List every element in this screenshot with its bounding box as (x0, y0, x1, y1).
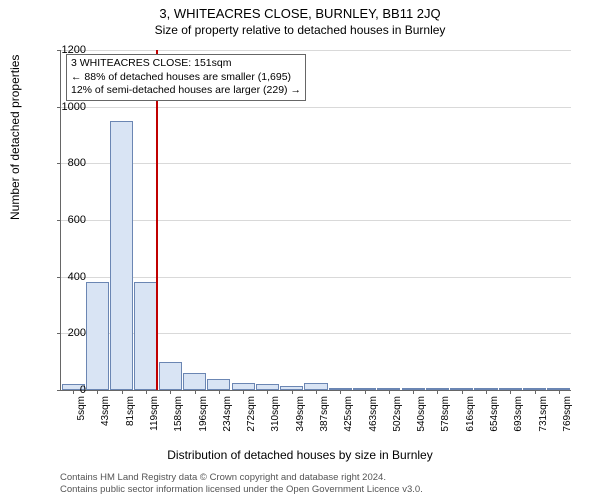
xtick-label: 387sqm (319, 396, 330, 432)
ytick-label: 1200 (46, 44, 86, 56)
annotation-line-1: 3 WHITEACRES CLOSE: 151sqm (71, 57, 301, 71)
chart-container: 3, WHITEACRES CLOSE, BURNLEY, BB11 2JQ S… (0, 0, 600, 500)
bar (134, 282, 157, 390)
annotation-box: 3 WHITEACRES CLOSE: 151sqm ← 88% of deta… (66, 54, 306, 101)
xtick-mark (243, 390, 244, 394)
ytick-label: 200 (46, 327, 86, 339)
xtick-label: 616sqm (465, 396, 476, 432)
gridline (61, 107, 571, 108)
xtick-label: 540sqm (416, 396, 427, 432)
xtick-mark (146, 390, 147, 394)
xtick-mark (559, 390, 560, 394)
xtick-label: 425sqm (343, 396, 354, 432)
xtick-mark (437, 390, 438, 394)
chart-subtitle: Size of property relative to detached ho… (0, 21, 600, 37)
xtick-label: 578sqm (440, 396, 451, 432)
footer: Contains HM Land Registry data © Crown c… (60, 472, 423, 496)
xtick-mark (365, 390, 366, 394)
footer-line-1: Contains HM Land Registry data © Crown c… (60, 472, 423, 484)
xtick-label: 234sqm (222, 396, 233, 432)
reference-line (156, 50, 158, 390)
gridline (61, 220, 571, 221)
bar (86, 282, 109, 390)
xtick-mark (462, 390, 463, 394)
xtick-mark (97, 390, 98, 394)
xtick-mark (267, 390, 268, 394)
ytick-label: 1000 (46, 101, 86, 113)
xtick-label: 731sqm (538, 396, 549, 432)
xtick-label: 310sqm (270, 396, 281, 432)
xtick-mark (122, 390, 123, 394)
xtick-mark (195, 390, 196, 394)
xtick-mark (510, 390, 511, 394)
ytick-label: 400 (46, 271, 86, 283)
bar (232, 383, 255, 390)
xtick-label: 654sqm (489, 396, 500, 432)
xtick-mark (219, 390, 220, 394)
xtick-label: 5sqm (76, 396, 87, 420)
xtick-mark (535, 390, 536, 394)
y-axis-label: Number of detached properties (8, 55, 22, 220)
xtick-mark (316, 390, 317, 394)
footer-line-2: Contains public sector information licen… (60, 484, 423, 496)
xtick-mark (413, 390, 414, 394)
chart-area: 5sqm43sqm81sqm119sqm158sqm196sqm234sqm27… (60, 50, 570, 390)
xtick-mark (292, 390, 293, 394)
xtick-label: 502sqm (392, 396, 403, 432)
xtick-label: 349sqm (295, 396, 306, 432)
xtick-label: 769sqm (562, 396, 573, 432)
bar (304, 383, 327, 390)
gridline (61, 50, 571, 51)
xtick-label: 119sqm (149, 396, 160, 431)
ytick-label: 0 (46, 384, 86, 396)
xtick-label: 158sqm (173, 396, 184, 432)
ytick-label: 600 (46, 214, 86, 226)
xtick-mark (340, 390, 341, 394)
annotation-line-3: 12% of semi-detached houses are larger (… (71, 84, 301, 98)
xtick-mark (170, 390, 171, 394)
xtick-label: 463sqm (368, 396, 379, 432)
plot-region: 5sqm43sqm81sqm119sqm158sqm196sqm234sqm27… (60, 50, 571, 391)
x-axis-label: Distribution of detached houses by size … (0, 448, 600, 462)
xtick-label: 81sqm (125, 396, 136, 426)
bar (207, 379, 230, 390)
gridline (61, 277, 571, 278)
bar (159, 362, 182, 390)
gridline (61, 163, 571, 164)
bar (110, 121, 133, 390)
xtick-mark (389, 390, 390, 394)
xtick-label: 693sqm (513, 396, 524, 432)
xtick-label: 196sqm (198, 396, 209, 432)
xtick-label: 43sqm (100, 396, 111, 426)
annotation-line-2: ← 88% of detached houses are smaller (1,… (71, 71, 301, 85)
bar (183, 373, 206, 390)
xtick-label: 272sqm (246, 396, 257, 432)
xtick-mark (486, 390, 487, 394)
ytick-label: 800 (46, 157, 86, 169)
page-title: 3, WHITEACRES CLOSE, BURNLEY, BB11 2JQ (0, 0, 600, 21)
